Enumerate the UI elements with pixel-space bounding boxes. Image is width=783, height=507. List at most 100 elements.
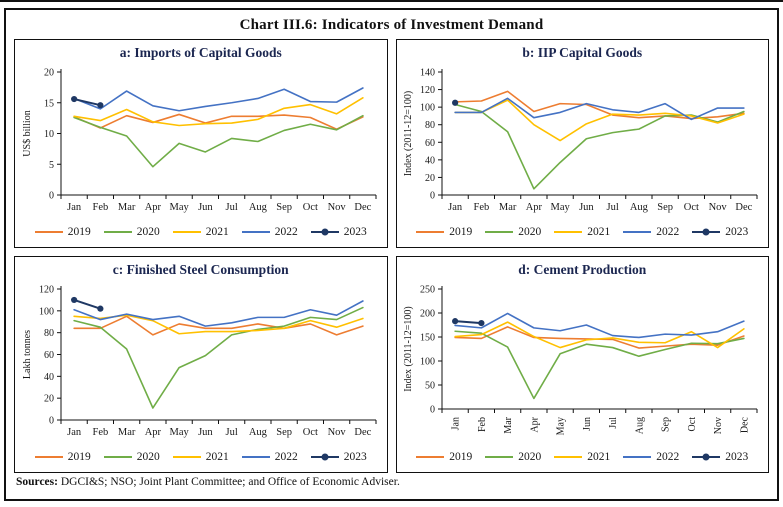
legend-line-swatch bbox=[416, 231, 445, 233]
legend-item-2022: 2022 bbox=[241, 226, 298, 238]
legend-line-swatch bbox=[34, 456, 63, 458]
y-axis-label: US$ billion bbox=[22, 110, 33, 156]
legend-line-swatch bbox=[103, 456, 132, 458]
month-label: Apr bbox=[530, 416, 541, 432]
legend-year-label: 2019 bbox=[67, 226, 91, 238]
top-rule bbox=[0, 0, 783, 2]
series-2023-marker bbox=[452, 318, 459, 325]
month-label: Mar bbox=[499, 202, 517, 213]
month-label: Nov bbox=[713, 417, 724, 434]
legend-year-label: 2023 bbox=[725, 226, 749, 238]
panel-b-chart: 0 20 40 60 80 100 120 140 Jan Feb Mar Apr May Jun Jul A… bbox=[403, 68, 758, 213]
legend-line-swatch bbox=[416, 456, 445, 458]
month-label: Oct bbox=[303, 202, 318, 213]
month-label: Nov bbox=[709, 202, 728, 213]
legend-line-swatch bbox=[310, 228, 339, 236]
y-tick-label: 20 bbox=[44, 68, 54, 79]
month-label: Dec bbox=[740, 416, 751, 433]
panel-finished-steel-consumption: c: Finished Steel Consumption 0 20 40 60 80 1… bbox=[14, 256, 388, 473]
y-tick-label: 150 bbox=[420, 333, 435, 344]
series-2020-line bbox=[454, 330, 745, 400]
month-label: Aug bbox=[249, 202, 268, 213]
month-label: Dec bbox=[354, 202, 371, 213]
series-2023-marker bbox=[97, 102, 104, 109]
y-tick-label: 100 bbox=[420, 357, 435, 368]
legend-line-swatch bbox=[692, 453, 721, 461]
month-label: Oct bbox=[684, 202, 699, 213]
legend-line-swatch bbox=[554, 231, 583, 233]
legend-marker-dot bbox=[321, 453, 329, 461]
month-label: Dec bbox=[736, 202, 753, 213]
month-label: May bbox=[169, 427, 189, 438]
series-2020-line bbox=[73, 114, 364, 168]
legend-item-2023: 2023 bbox=[692, 451, 748, 463]
legend-line-swatch bbox=[34, 231, 63, 233]
month-label: Jul bbox=[225, 427, 237, 438]
legend-year-label: 2022 bbox=[656, 451, 680, 463]
legend-year-label: 2019 bbox=[449, 451, 473, 463]
y-tick-label: 250 bbox=[420, 285, 435, 296]
panel-a-legend: 2019 2020 2021 2022 2023 bbox=[15, 220, 387, 244]
panel-d-title: d: Cement Production bbox=[518, 262, 647, 277]
month-label: Sep bbox=[658, 202, 674, 213]
month-label: Jan bbox=[451, 417, 462, 430]
panel-c-title: c: Finished Steel Consumption bbox=[112, 262, 289, 277]
legend-year-label: 2023 bbox=[725, 451, 749, 463]
month-label: Sep bbox=[276, 202, 292, 213]
y-tick-label: 60 bbox=[425, 138, 435, 149]
series-2022-line bbox=[454, 312, 745, 339]
panel-c-chart: 0 20 40 60 80 100 120 Jan Feb Mar Apr May Jun Jul Aug S… bbox=[22, 285, 377, 438]
y-tick-label: 0 bbox=[49, 416, 54, 427]
legend-line-swatch bbox=[623, 231, 652, 233]
month-label: Feb bbox=[92, 202, 108, 213]
legend-line-swatch bbox=[172, 456, 201, 458]
month-label: Jan bbox=[67, 202, 82, 213]
series-2022-line bbox=[454, 97, 745, 121]
y-tick-label: 50 bbox=[425, 381, 435, 392]
series-2023-marker bbox=[97, 305, 104, 312]
month-label: Jun bbox=[198, 427, 213, 438]
legend-item-2021: 2021 bbox=[554, 451, 610, 463]
y-tick-label: 0 bbox=[430, 405, 435, 416]
panel-a-title: a: Imports of Capital Goods bbox=[119, 45, 282, 60]
legend-item-2019: 2019 bbox=[416, 451, 472, 463]
legend-line-swatch bbox=[103, 231, 132, 233]
month-label: Sep bbox=[661, 417, 672, 432]
panel-b-title: b: IIP Capital Goods bbox=[522, 45, 643, 60]
legend-line-swatch bbox=[623, 456, 652, 458]
month-label: Jun bbox=[198, 202, 213, 213]
sources-line: Sources: DGCI&S; NSO; Joint Plant Commit… bbox=[14, 473, 769, 488]
y-tick-label: 80 bbox=[44, 328, 54, 339]
month-label: Nov bbox=[327, 202, 346, 213]
series-2020-line bbox=[73, 306, 364, 409]
legend-item-2021: 2021 bbox=[172, 226, 229, 238]
legend-year-label: 2020 bbox=[518, 226, 542, 238]
panel-cement-production: d: Cement Production 0 50 100 150 200 250 Jan F… bbox=[395, 256, 769, 473]
y-tick-label: 5 bbox=[49, 160, 54, 171]
sources-label: Sources: bbox=[16, 476, 58, 488]
series-2022-line bbox=[73, 300, 364, 327]
series-2023-line bbox=[72, 98, 102, 107]
legend-item-2023: 2023 bbox=[310, 451, 367, 463]
month-label: Dec bbox=[354, 427, 371, 438]
legend-marker-dot bbox=[702, 228, 710, 236]
legend-year-label: 2021 bbox=[205, 226, 229, 238]
series-2020-line bbox=[454, 103, 745, 190]
month-label: Aug bbox=[635, 417, 646, 434]
y-tick-label: 0 bbox=[49, 191, 54, 202]
legend-item-2023: 2023 bbox=[692, 226, 748, 238]
legend-line-swatch bbox=[692, 228, 721, 236]
y-tick-label: 80 bbox=[425, 120, 435, 131]
legend-line-swatch bbox=[172, 231, 201, 233]
month-label: Jul bbox=[607, 202, 619, 213]
panel-iip-capital-goods: b: IIP Capital Goods 0 20 40 60 80 100 120 140 J… bbox=[395, 39, 769, 248]
y-tick-label: 40 bbox=[425, 155, 435, 166]
series-2021-line bbox=[73, 97, 364, 127]
y-axis-label: Index (2011-12=100) bbox=[403, 306, 414, 392]
legend-year-label: 2020 bbox=[136, 451, 160, 463]
month-label: Jan bbox=[448, 202, 463, 213]
legend-item-2022: 2022 bbox=[623, 451, 679, 463]
legend-year-label: 2019 bbox=[67, 451, 91, 463]
legend-item-2021: 2021 bbox=[554, 226, 610, 238]
panel-b-legend: 2019 2020 2021 2022 2023 bbox=[397, 220, 769, 244]
